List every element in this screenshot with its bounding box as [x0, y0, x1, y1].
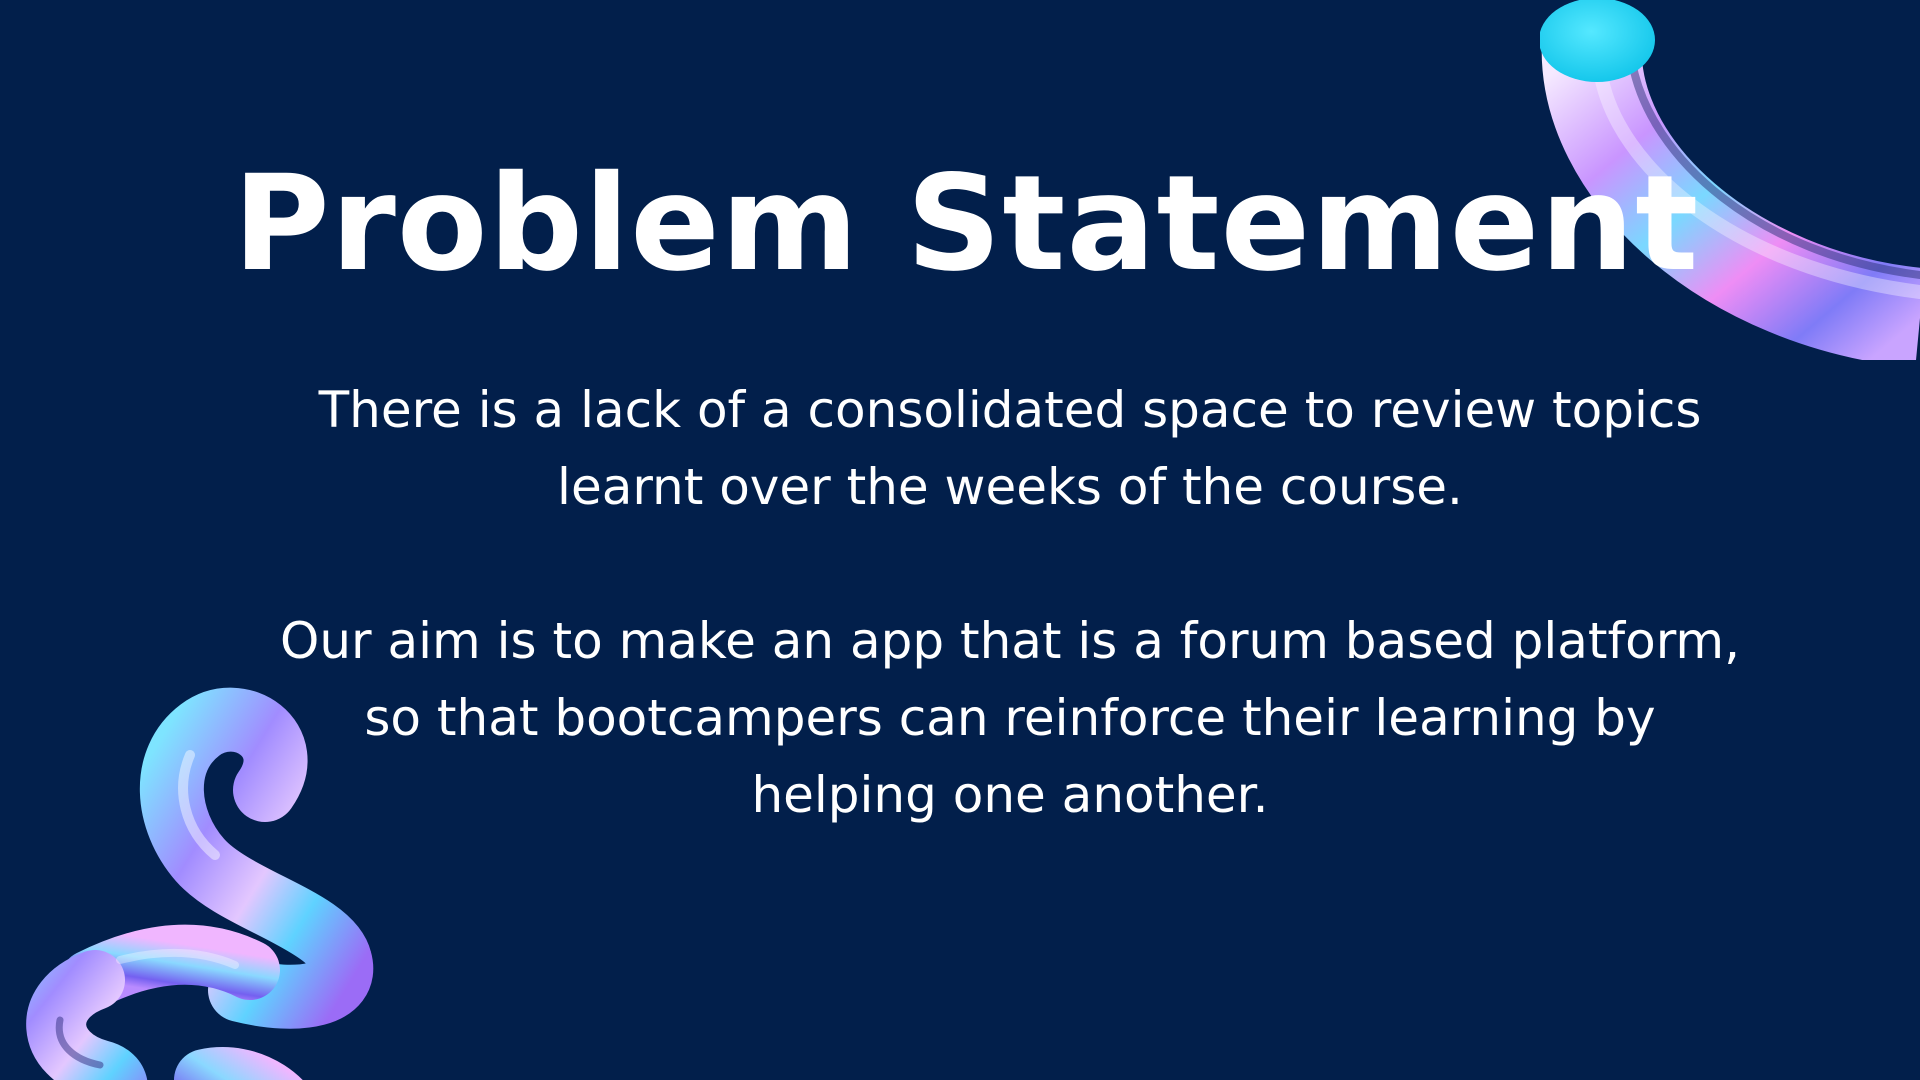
slide-body: There is a lack of a consolidated space … — [280, 372, 1740, 834]
problem-paragraph: There is a lack of a consolidated space … — [318, 381, 1702, 516]
slide-title: Problem Statement — [233, 147, 1700, 301]
aim-paragraph: Our aim is to make an app that is a foru… — [280, 612, 1740, 824]
